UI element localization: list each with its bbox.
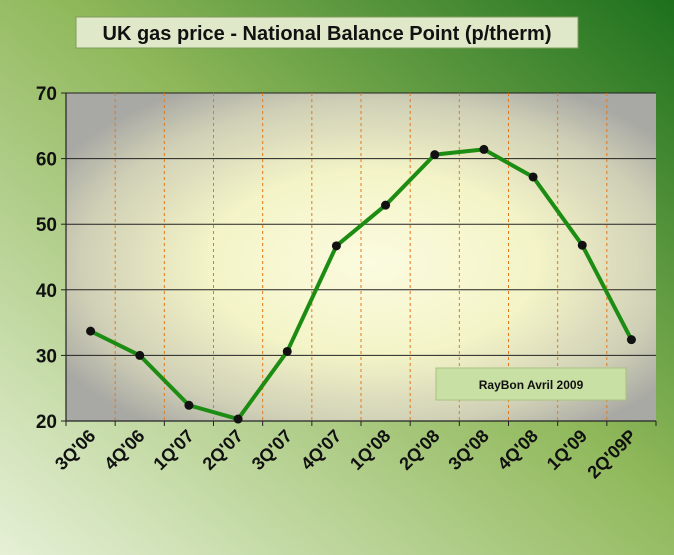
axes [61, 92, 657, 426]
y-tick-labels: 20 30 40 50 60 70 [36, 84, 57, 433]
y-tick-label: 60 [36, 150, 57, 171]
data-point [577, 240, 587, 250]
data-point [528, 172, 538, 182]
data-point [184, 400, 194, 410]
y-tick-label: 50 [36, 215, 57, 236]
data-point [135, 350, 145, 360]
credit-box: RayBon Avril 2009 [435, 367, 627, 401]
data-point [479, 144, 489, 154]
series-line [88, 147, 634, 422]
y-tick-label: 20 [36, 412, 57, 433]
y-tick-label: 30 [36, 346, 57, 367]
data-point [331, 241, 341, 251]
vertical-gridlines [114, 93, 608, 421]
y-tick-label: 70 [36, 84, 57, 105]
chart-title-box: UK gas price - National Balance Point (p… [75, 16, 579, 49]
credit-annotation: RayBon Avril 2009 [479, 378, 584, 392]
y-tick-label: 40 [36, 281, 57, 302]
chart-title: UK gas price - National Balance Point (p… [103, 23, 552, 45]
data-point [233, 414, 243, 424]
data-point [282, 346, 292, 356]
data-point [430, 150, 440, 160]
data-point [626, 335, 636, 345]
series-group [86, 144, 636, 424]
data-point [86, 326, 96, 336]
data-point [381, 200, 391, 210]
